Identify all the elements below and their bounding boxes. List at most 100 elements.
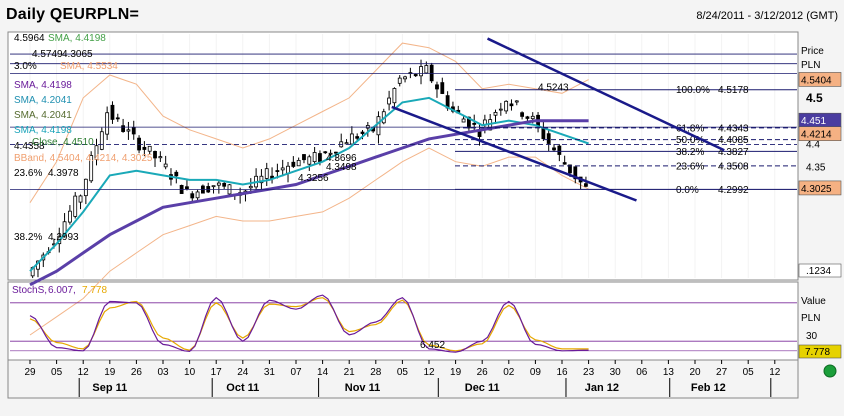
- x-tick-label: 26: [131, 367, 143, 378]
- x-tick-label: 07: [290, 367, 302, 378]
- candle-body: [413, 74, 418, 77]
- x-tick-label: 02: [503, 367, 515, 378]
- month-label: Jan 12: [585, 382, 619, 394]
- candle-body: [78, 195, 83, 203]
- price-axis-tick: 4.35: [806, 162, 826, 173]
- candle-body: [259, 175, 264, 184]
- candle-body: [520, 112, 524, 117]
- candle-body: [280, 167, 285, 171]
- trend-channel-line: [486, 37, 725, 152]
- candle-body: [387, 97, 392, 105]
- legend-entry: SMA, 4.4198: [14, 80, 72, 91]
- x-tick-label: 14: [317, 367, 329, 378]
- candle-body: [302, 154, 306, 161]
- legend-entry: SMA, 4.4198: [48, 33, 106, 44]
- candle-body: [291, 161, 296, 167]
- x-tick-label: 06: [636, 367, 648, 378]
- candle-body: [530, 115, 535, 120]
- legend-entry: BBand, 4.5404, 4.4214, 4.3025: [14, 153, 153, 164]
- x-tick-label: 23: [583, 367, 595, 378]
- legend-entry: Close, 4.4510: [32, 137, 94, 148]
- x-tick-label: 19: [104, 367, 116, 378]
- volume-box-label: .1234: [806, 266, 831, 277]
- fib-level-pct: 100.0%: [676, 85, 710, 96]
- legend-entry: 4.3065: [62, 49, 93, 60]
- candle-body: [73, 195, 78, 217]
- month-label: Nov 11: [345, 382, 380, 394]
- fib-level-pct: 61.8%: [676, 123, 704, 134]
- legend-entry: 4.3978: [48, 168, 79, 179]
- candle-body: [158, 156, 163, 159]
- stoch-axis-tick: 30: [806, 331, 818, 342]
- price-tag-label: 4.4214: [801, 130, 832, 141]
- candle-body: [349, 133, 354, 145]
- candle-body: [472, 123, 477, 125]
- candle-body: [142, 146, 147, 150]
- candle-body: [137, 137, 141, 151]
- candle-body: [562, 162, 567, 165]
- candle-body: [584, 183, 588, 187]
- candle-body: [195, 191, 200, 199]
- volume-box: [798, 263, 842, 278]
- candle-body: [333, 151, 338, 154]
- price-axis-unit: PLN: [801, 60, 820, 71]
- candle-body: [397, 77, 402, 84]
- candle-body: [360, 131, 365, 134]
- x-axis-strip: [7, 359, 799, 399]
- price-annotation: 4.5243: [538, 82, 569, 93]
- legend-entry: 23.6%: [14, 168, 42, 179]
- x-tick-label: 24: [237, 367, 249, 378]
- candle-body: [83, 178, 88, 197]
- fib-level-value: 4.2992: [718, 185, 749, 196]
- candle-body: [147, 145, 152, 152]
- x-tick-label: 05: [397, 367, 409, 378]
- candle-body: [126, 129, 131, 132]
- x-tick-label: 27: [716, 367, 728, 378]
- price-tag-label: 4.3025: [801, 184, 832, 195]
- candle-body: [466, 116, 471, 129]
- candle-body: [222, 182, 227, 187]
- candle-body: [376, 116, 381, 136]
- stoch-annotation: 6.452: [420, 340, 445, 351]
- candle-body: [461, 118, 466, 123]
- x-tick-label: 20: [689, 367, 701, 378]
- candle-body: [435, 84, 439, 90]
- candle-body: [546, 133, 551, 144]
- candle-body: [392, 88, 397, 104]
- candle-body: [328, 152, 333, 155]
- legend-entry: SMA, 4.5534: [60, 61, 118, 72]
- month-label: Dec 11: [465, 382, 500, 394]
- fib-level-pct: 50.0%: [676, 135, 704, 146]
- candle-body: [89, 155, 94, 182]
- candle-body: [557, 145, 562, 155]
- price-axis-tick: 4.5: [806, 91, 823, 105]
- price-axis-title: Price: [801, 46, 824, 57]
- x-tick-label: 12: [769, 367, 781, 378]
- candle-body: [105, 112, 110, 135]
- candle-body: [94, 145, 99, 160]
- candle-body: [99, 131, 104, 150]
- status-indicator-icon[interactable]: [823, 364, 837, 378]
- bband-lower-line: [29, 147, 589, 336]
- stoch-axis-unit: PLN: [801, 313, 820, 324]
- candle-body: [541, 128, 546, 140]
- candle-body: [440, 82, 445, 94]
- x-tick-label: 12: [423, 367, 435, 378]
- candle-body: [514, 100, 519, 103]
- candle-body: [296, 160, 301, 167]
- fib-level-value: 4.4085: [718, 135, 749, 146]
- candle-body: [68, 210, 72, 223]
- candle-body: [264, 168, 269, 179]
- stoch-legend-entry: 7.778: [82, 285, 107, 296]
- fib-level-value: 4.3827: [718, 147, 749, 158]
- stoch-axis-title: Value: [801, 296, 826, 307]
- stoch-legend-entry: 6.007,: [48, 285, 76, 296]
- legend-entry: 3.0%: [14, 61, 37, 72]
- stoch-tag-label: 7.778: [805, 347, 830, 358]
- legend-entry: 4.2993: [48, 232, 79, 243]
- stoch-panel[interactable]: [7, 281, 799, 361]
- candle-body: [419, 66, 423, 77]
- candle-body: [115, 117, 120, 120]
